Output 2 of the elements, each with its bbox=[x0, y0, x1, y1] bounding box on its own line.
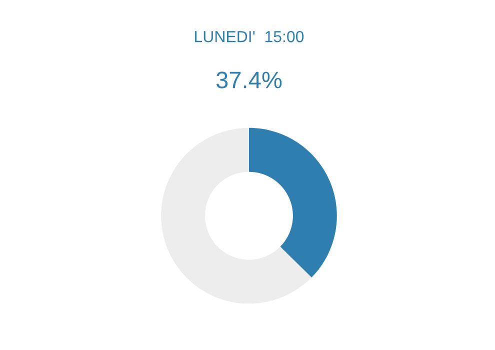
chart-subtitle: 37.4% bbox=[216, 72, 282, 88]
chart-title: LUNEDI' 15:00 bbox=[195, 30, 304, 42]
